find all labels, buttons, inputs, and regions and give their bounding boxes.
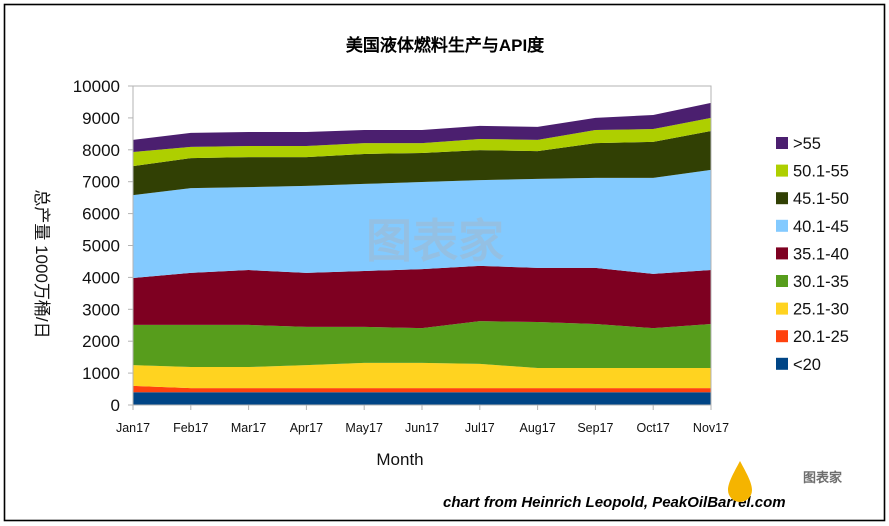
oil-drop-icon	[728, 461, 752, 502]
area-series-45-1-50	[133, 130, 711, 196]
x-tick-label: May17	[345, 421, 383, 435]
legend-item-25-1-30: 25.1-30	[776, 301, 849, 319]
center-watermark: 图表家	[366, 215, 504, 267]
legend-swatch	[776, 192, 788, 205]
legend-swatch	[776, 275, 788, 287]
legend-item-45-1-50: 45.1-50	[776, 190, 849, 208]
legend-swatch	[776, 247, 788, 260]
area-series-20-1-25	[133, 385, 711, 393]
legend-item-gt-55: >55	[776, 135, 821, 153]
legend-label: 45.1-50	[793, 190, 849, 208]
x-tick-label: Aug17	[520, 421, 556, 435]
area-series-50-1-55	[133, 117, 711, 167]
y-tick-label: 6000	[82, 205, 120, 224]
chart-title: 美国液体燃料生产与API度	[346, 35, 545, 55]
y-tick-label: 10000	[73, 77, 120, 96]
corner-watermark-text: 图表家	[803, 470, 843, 485]
x-tick-label: Nov17	[693, 421, 729, 435]
legend-item-35-1-40: 35.1-40	[776, 245, 849, 263]
x-tick-label: Jan17	[116, 421, 150, 435]
legend-swatch	[776, 137, 788, 149]
y-tick-label: 5000	[82, 237, 120, 256]
x-axis-title: Month	[376, 450, 423, 469]
area-layers	[133, 102, 711, 405]
x-tick-label: Feb17	[173, 421, 208, 435]
y-tick-label: 4000	[82, 268, 120, 287]
area-series-lt-20	[133, 392, 711, 405]
y-axis-title: 总产量 1000万桶/日	[32, 189, 51, 338]
area-series-35-1-40	[133, 265, 711, 329]
y-tick-label: 7000	[82, 173, 120, 192]
legend-item-lt-20: <20	[776, 356, 821, 374]
y-tick-label: 9000	[82, 109, 120, 128]
x-tick-label: Sep17	[577, 421, 613, 435]
legend-label: 20.1-25	[793, 328, 849, 346]
legend-swatch	[776, 330, 788, 343]
legend-swatch	[776, 219, 788, 232]
legend-swatch	[776, 164, 788, 177]
legend-label: >55	[793, 135, 821, 153]
y-tick-label: 1000	[82, 364, 120, 383]
legend-label: 30.1-35	[793, 273, 849, 291]
image-frame	[3, 3, 886, 522]
legend-label: 50.1-55	[793, 163, 849, 181]
x-tick-label: Mar17	[231, 421, 266, 435]
legend-item-20-1-25: 20.1-25	[776, 328, 849, 346]
x-tick-label: Apr17	[290, 421, 323, 435]
y-axis: 0 1000 2000 3000 4000 5000 6000 7000 8000 9000 100…	[73, 77, 133, 415]
source-credit: chart from Heinrich Leopold, PeakOilBarr…	[443, 494, 786, 511]
area-series-25-1-30	[133, 362, 711, 389]
legend-label: 35.1-40	[793, 245, 849, 263]
legend-label: 40.1-45	[793, 218, 849, 236]
corner-watermark: 图表家	[728, 461, 843, 502]
legend-label: 25.1-30	[793, 301, 849, 319]
x-axis: Jan17 Feb17 Mar17 Apr17 May17 Jun17 Jul17 Aug17…	[116, 405, 729, 435]
area-series-40-1-45	[133, 169, 711, 279]
legend-swatch	[776, 357, 788, 370]
legend-swatch	[776, 302, 788, 315]
y-tick-label: 2000	[82, 332, 120, 351]
area-series-gt-55	[133, 102, 711, 153]
legend: >55 50.1-55 45.1-50 40.1-45 35.1-40 30.1-35 25…	[776, 135, 849, 374]
y-tick-label: 8000	[82, 141, 120, 160]
legend-item-50-1-55: 50.1-55	[776, 163, 849, 181]
legend-item-40-1-45: 40.1-45	[776, 218, 849, 236]
x-tick-label: Jul17	[465, 421, 495, 435]
y-tick-label: 3000	[82, 300, 120, 319]
area-series-30-1-35	[133, 321, 711, 368]
legend-label: <20	[793, 356, 821, 374]
x-tick-label: Jun17	[405, 421, 439, 435]
legend-item-30-1-35: 30.1-35	[776, 273, 849, 291]
x-tick-label: Oct17	[637, 421, 670, 435]
y-tick-label: 0	[111, 396, 120, 415]
